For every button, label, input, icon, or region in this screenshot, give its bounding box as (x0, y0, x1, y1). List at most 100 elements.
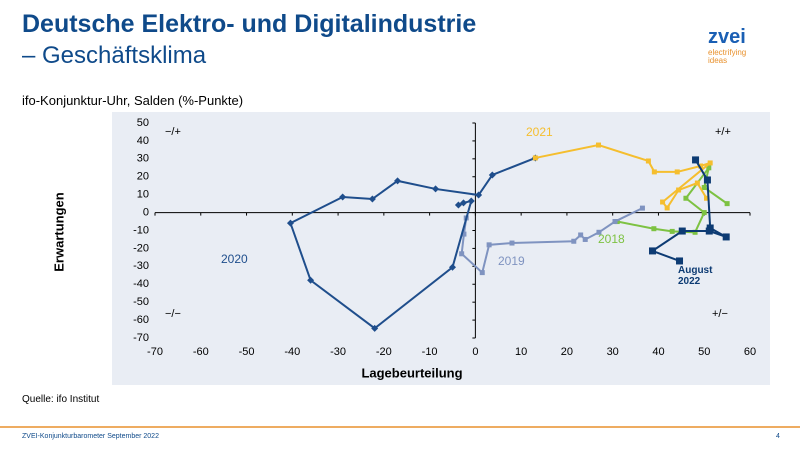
marker (596, 229, 602, 235)
marker (432, 185, 440, 193)
marker (676, 187, 682, 193)
marker (486, 242, 492, 248)
marker (701, 185, 707, 190)
x-tick-label: 30 (607, 346, 619, 358)
x-tick-label: -30 (330, 346, 346, 358)
y-tick-label: 30 (137, 153, 149, 165)
marker (664, 205, 670, 211)
marker (692, 156, 700, 164)
title: Deutsche Elektro- und Digitalindustrie (22, 10, 477, 38)
marker (701, 210, 707, 216)
marker (707, 160, 713, 166)
marker (596, 142, 602, 148)
marker (692, 229, 698, 235)
marker (669, 228, 675, 234)
series-line (460, 207, 643, 275)
series-line (535, 144, 711, 210)
marker (683, 195, 689, 201)
page-number: 4 (776, 433, 780, 440)
marker (509, 240, 515, 246)
y-tick-label: -60 (133, 314, 149, 326)
footer-text: ZVEI-Konjunkturbarometer September 2022 (22, 433, 159, 440)
x-tick-label: 40 (652, 346, 664, 358)
marker (694, 180, 700, 186)
marker (674, 169, 680, 175)
y-tick-label: 10 (137, 189, 149, 201)
marker (678, 227, 686, 235)
series-line (650, 159, 727, 262)
y-tick-label: 0 (143, 206, 149, 218)
marker (339, 193, 347, 201)
marker (532, 155, 538, 161)
series-label: 2019 (498, 254, 525, 268)
marker (479, 270, 485, 276)
x-tick-label: -60 (193, 346, 209, 358)
x-tick-label: 60 (744, 346, 756, 358)
marker (449, 263, 456, 271)
marker (459, 199, 467, 207)
marker (724, 201, 730, 207)
marker (578, 232, 584, 238)
marker (571, 238, 577, 244)
y-tick-label: 40 (137, 135, 149, 147)
marker (454, 201, 462, 209)
chart-subtitle: ifo-Konjunktur-Uhr, Salden (%-Punkte) (22, 93, 244, 108)
source: Quelle: ifo Institut (22, 394, 100, 405)
x-tick-label: 10 (515, 346, 527, 358)
marker (459, 251, 465, 257)
title-line2: – Geschäftsklima (22, 42, 207, 69)
y-tick-label: -30 (133, 260, 149, 272)
marker (394, 177, 402, 185)
marker (704, 195, 710, 201)
marker (307, 276, 315, 284)
logo-tagline: electrifying (708, 48, 747, 57)
marker (651, 226, 657, 232)
marker (582, 236, 588, 242)
logo: zvei (708, 26, 746, 48)
x-tick-label: 50 (698, 346, 710, 358)
marker (461, 231, 467, 237)
y-tick-label: -70 (133, 332, 149, 344)
marker (612, 219, 618, 225)
x-tick-label: -50 (239, 346, 255, 358)
plot-background (112, 112, 770, 385)
x-axis-label: Lagebeurteilung (361, 365, 462, 380)
y-tick-label: 20 (137, 171, 149, 183)
marker (371, 324, 379, 332)
marker (703, 176, 711, 184)
y-tick-label: -40 (133, 278, 149, 290)
marker (698, 163, 704, 169)
x-tick-label: -40 (284, 346, 300, 358)
quadrant-label: +/+ (715, 126, 731, 138)
x-tick-label: 20 (561, 346, 573, 358)
quadrant-label: −/+ (165, 126, 181, 138)
marker (651, 169, 657, 175)
y-tick-label: 50 (137, 117, 149, 129)
marker (475, 191, 483, 199)
marker (645, 158, 651, 164)
marker (676, 257, 684, 265)
x-tick-label: -20 (376, 346, 392, 358)
marker (639, 205, 645, 211)
marker (488, 171, 496, 179)
marker (649, 247, 657, 255)
marker (660, 199, 666, 205)
x-tick-label: -70 (147, 346, 163, 358)
series-label: 2020 (221, 252, 248, 266)
series-line (289, 157, 536, 330)
quadrant-label: −/− (165, 308, 181, 320)
marker (722, 233, 730, 241)
marker (705, 227, 713, 235)
logo-tagline: ideas (708, 56, 728, 65)
series-label: 2018 (598, 232, 625, 246)
y-axis-label: Erwartungen (51, 192, 66, 272)
y-tick-label: -50 (133, 296, 149, 308)
x-tick-label: 0 (472, 346, 478, 358)
y-tick-label: -10 (133, 224, 149, 236)
x-tick-label: -10 (422, 346, 438, 358)
marker (286, 219, 294, 227)
plot: -70 -60 -50 -40 -30 -20 -10 0 10 20 30 40 50 60 -70 -60… (133, 117, 756, 358)
marker (706, 165, 712, 171)
